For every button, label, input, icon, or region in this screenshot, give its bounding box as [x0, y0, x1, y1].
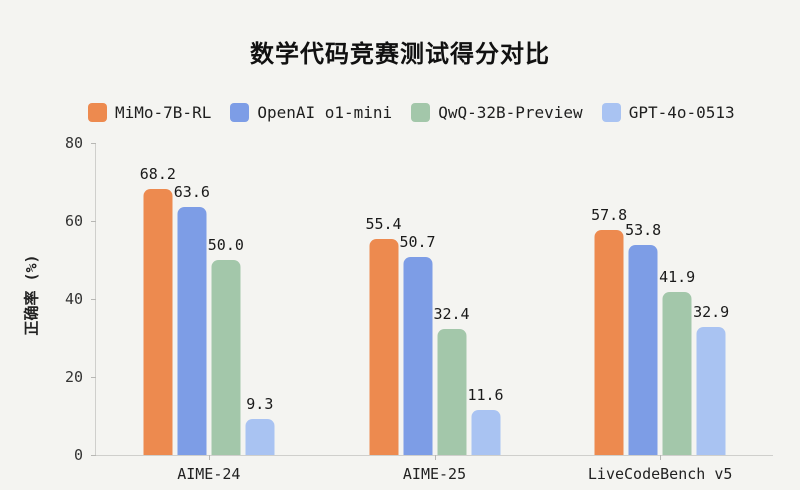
legend-swatch-icon: [601, 103, 621, 122]
legend-swatch-icon: [411, 103, 431, 122]
bar-value-label: 32.9: [693, 302, 730, 321]
y-tick-mark: [91, 142, 96, 144]
legend-label: OpenAI o1-mini: [257, 103, 393, 122]
bar-group: 68.2 63.6 50.0 9.3: [140, 165, 275, 455]
y-tick-mark: [91, 376, 96, 378]
category-label: LiveCodeBench v5: [587, 465, 733, 483]
bar-value-label: 41.9: [659, 267, 696, 286]
y-tick-label: 0: [73, 446, 83, 464]
bar-value-label: 53.8: [625, 221, 662, 240]
legend-swatch-icon: [88, 103, 107, 122]
x-tick-mark: [660, 455, 662, 460]
bar: 57.8: [591, 206, 627, 455]
bar-value-label: 9.3: [246, 394, 274, 413]
category-label: AIME-25: [402, 465, 467, 483]
bar-group: 55.4 50.7 32.4 11.6: [365, 215, 504, 455]
legend-label: QwQ-32B-Preview: [438, 103, 583, 122]
bar-value-label: 50.7: [399, 233, 436, 252]
chart-title: 数学代码竞赛测试得分对比: [250, 40, 550, 68]
bar: 50.0: [208, 236, 244, 455]
y-axis-label: 正确率 (%): [22, 254, 41, 336]
bar-value-label: 68.2: [139, 165, 176, 184]
bar: 63.6: [174, 183, 210, 455]
y-tick-label: 40: [64, 290, 83, 308]
legend-label: GPT-4o-0513: [628, 103, 735, 122]
y-tick-mark: [91, 454, 96, 456]
legend-item: MiMo-7B-RL: [88, 103, 211, 122]
legend: MiMo-7B-RL OpenAI o1-mini QwQ-32B-Preview G…: [88, 103, 735, 122]
bar-value-label: 11.6: [467, 385, 504, 404]
bar-value-label: 55.4: [365, 214, 402, 233]
legend-swatch-icon: [230, 103, 250, 122]
category-label: AIME-24: [177, 465, 241, 483]
bar: 50.7: [399, 233, 436, 455]
bar-value-label: 63.6: [173, 182, 210, 201]
bar: 11.6: [467, 386, 504, 455]
y-tick-label: 80: [64, 134, 83, 152]
legend-item: QwQ-32B-Preview: [411, 103, 583, 122]
bar: 68.2: [140, 165, 176, 455]
bar: 41.9: [659, 268, 695, 455]
bar: 53.8: [625, 221, 661, 455]
y-tick-mark: [91, 298, 96, 300]
bar: 32.9: [693, 303, 729, 455]
plot-area: 正确率 (%) 0 20 40 60 80 68.2 63.6 50.0 9.3 AIME-24 5…: [23, 134, 773, 483]
y-tick-mark: [91, 220, 96, 222]
x-tick-mark: [208, 455, 210, 460]
x-tick-mark: [434, 455, 436, 460]
legend-label: MiMo-7B-RL: [115, 103, 212, 122]
legend-item: OpenAI o1-mini: [230, 103, 392, 122]
bar: 55.4: [365, 215, 402, 455]
bar-group: 57.8 53.8 41.9 32.9: [591, 206, 729, 455]
y-tick-label: 60: [64, 212, 83, 230]
bar: 9.3: [245, 395, 275, 455]
bar-value-label: 50.0: [207, 236, 244, 254]
legend-item: GPT-4o-0513: [601, 103, 735, 122]
y-tick-label: 20: [64, 368, 83, 386]
bar-value-label: 57.8: [591, 205, 628, 224]
bar: 32.4: [433, 305, 470, 455]
bar-value-label: 32.4: [433, 304, 470, 323]
